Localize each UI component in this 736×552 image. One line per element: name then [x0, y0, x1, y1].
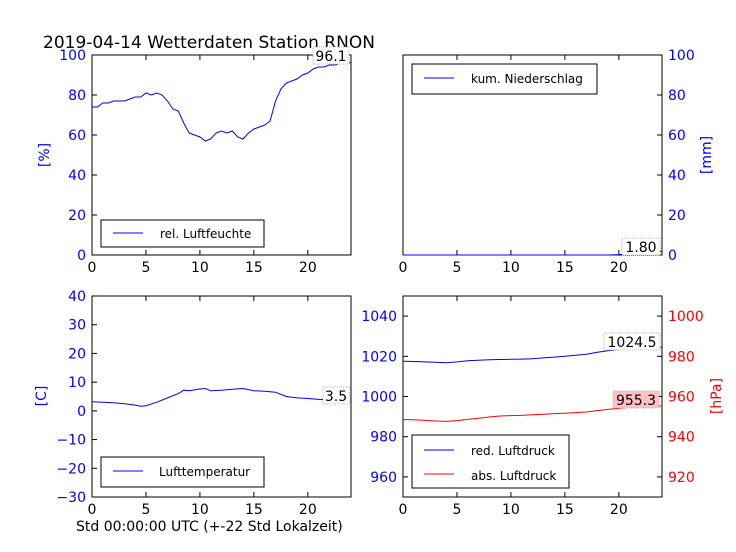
y-tick-label: 60 [668, 128, 686, 144]
x-tick-label: 10 [191, 260, 209, 276]
y-tick-label: 920 [668, 470, 695, 486]
y-tick-label: 980 [370, 430, 397, 446]
y-tick-label: 1000 [668, 309, 704, 325]
y-tick-label: 80 [68, 88, 86, 104]
x-tick-label: 5 [452, 260, 461, 276]
annotation-text: 1.80 [625, 240, 656, 256]
y-tick-label: 40 [68, 289, 86, 305]
x-tick-label: 10 [502, 502, 520, 518]
y-tick-label: 20 [68, 346, 86, 362]
annotation-box [621, 237, 661, 256]
x-tick-label: 15 [556, 502, 574, 518]
pressure-legend: red. Luftdruck abs. Luftdruck [411, 434, 570, 489]
y-tick-label: −20 [56, 461, 86, 477]
humidity-line [92, 62, 352, 142]
annotation-text: 96.1 [315, 49, 346, 65]
y-tick-label: 0 [77, 404, 86, 420]
temperature-line [91, 387, 352, 407]
legend-box [100, 456, 265, 488]
pressure-ylabel-right: [hPa] [709, 378, 725, 414]
legend-label: rel. Luftfeuchte [160, 227, 251, 241]
x-tick-label: 20 [299, 502, 317, 518]
legend-box [411, 434, 570, 489]
annotation-box [322, 386, 351, 405]
panel-temp-frame [91, 295, 352, 498]
x-tick-label: 15 [245, 502, 263, 518]
humidity-ylabel: [%] [37, 143, 53, 167]
y-tick-label: 0 [77, 248, 86, 264]
x-tick-label: 0 [88, 260, 97, 276]
x-tick-label: 20 [610, 260, 628, 276]
y-tick-label: 1000 [361, 390, 397, 406]
y-tick-label: 40 [68, 168, 86, 184]
legend-box [411, 63, 598, 95]
y-tick-label: 20 [68, 208, 86, 224]
y-tick-label: 100 [59, 48, 86, 64]
footer-xlabel: Std 00:00:00 UTC (+-22 Std Lokalzeit) [76, 519, 343, 535]
precip-legend: kum. Niederschlag [411, 63, 598, 95]
y-tick-label: 80 [668, 88, 686, 104]
y-tick-label: −10 [56, 433, 86, 449]
x-tick-label: 15 [245, 260, 263, 276]
humidity-annotation: 96.1 [312, 46, 350, 65]
y-tick-label: 40 [668, 168, 686, 184]
temp-legend: Lufttemperatur [100, 456, 265, 488]
annotation-box [603, 332, 661, 351]
x-tick-label: 5 [141, 260, 150, 276]
legend-box [100, 219, 265, 248]
x-tick-label: 20 [299, 260, 317, 276]
y-tick-label: 960 [668, 390, 695, 406]
x-tick-label: 20 [610, 502, 628, 518]
x-tick-label: 0 [399, 260, 408, 276]
y-tick-label: 20 [668, 208, 686, 224]
y-tick-label: 10 [68, 375, 86, 391]
legend-label: kum. Niederschlag [471, 72, 583, 86]
y-tick-label: 1040 [361, 309, 397, 325]
y-tick-label: 100 [668, 48, 695, 64]
pressure-abs-line [402, 405, 663, 422]
chart-title: 2019-04-14 Wetterdaten Station RNON [43, 33, 375, 53]
legend-label-red: red. Luftdruck [471, 444, 555, 458]
legend-label-abs: abs. Luftdruck [471, 469, 556, 483]
legend-label: Lufttemperatur [159, 465, 250, 479]
y-tick-label: 940 [668, 430, 695, 446]
temp-annotation: 3.5 [322, 386, 351, 405]
x-tick-label: 0 [399, 502, 408, 518]
annotation-text: 955.3 [616, 393, 656, 409]
precip-annotation: 1.80 [621, 237, 661, 256]
x-tick-label: 5 [141, 502, 150, 518]
humidity-legend: rel. Luftfeuchte [100, 219, 265, 248]
y-tick-label: −30 [56, 490, 86, 506]
y-tick-label: 1020 [361, 349, 397, 365]
precip-ylabel: [mm] [699, 136, 715, 174]
panel-humidity-frame [91, 54, 352, 256]
x-tick-label: 15 [556, 260, 574, 276]
y-tick-label: 960 [370, 470, 397, 486]
annotation-box [312, 46, 350, 65]
pressure-abs-annotation: 955.3 [612, 390, 660, 409]
annotation-text: 1024.5 [608, 335, 657, 351]
y-tick-label: 30 [68, 318, 86, 334]
pressure-red-annotation: 1024.5 [603, 332, 661, 351]
x-tick-label: 0 [88, 502, 97, 518]
x-tick-label: 5 [452, 502, 461, 518]
y-tick-label: 0 [668, 248, 677, 264]
temp-ylabel: [C] [34, 386, 50, 407]
y-tick-label: 60 [68, 128, 86, 144]
x-tick-label: 10 [502, 260, 520, 276]
y-tick-label: 980 [668, 349, 695, 365]
x-tick-label: 10 [191, 502, 209, 518]
annotation-box [612, 390, 660, 409]
annotation-text: 3.5 [325, 389, 347, 405]
